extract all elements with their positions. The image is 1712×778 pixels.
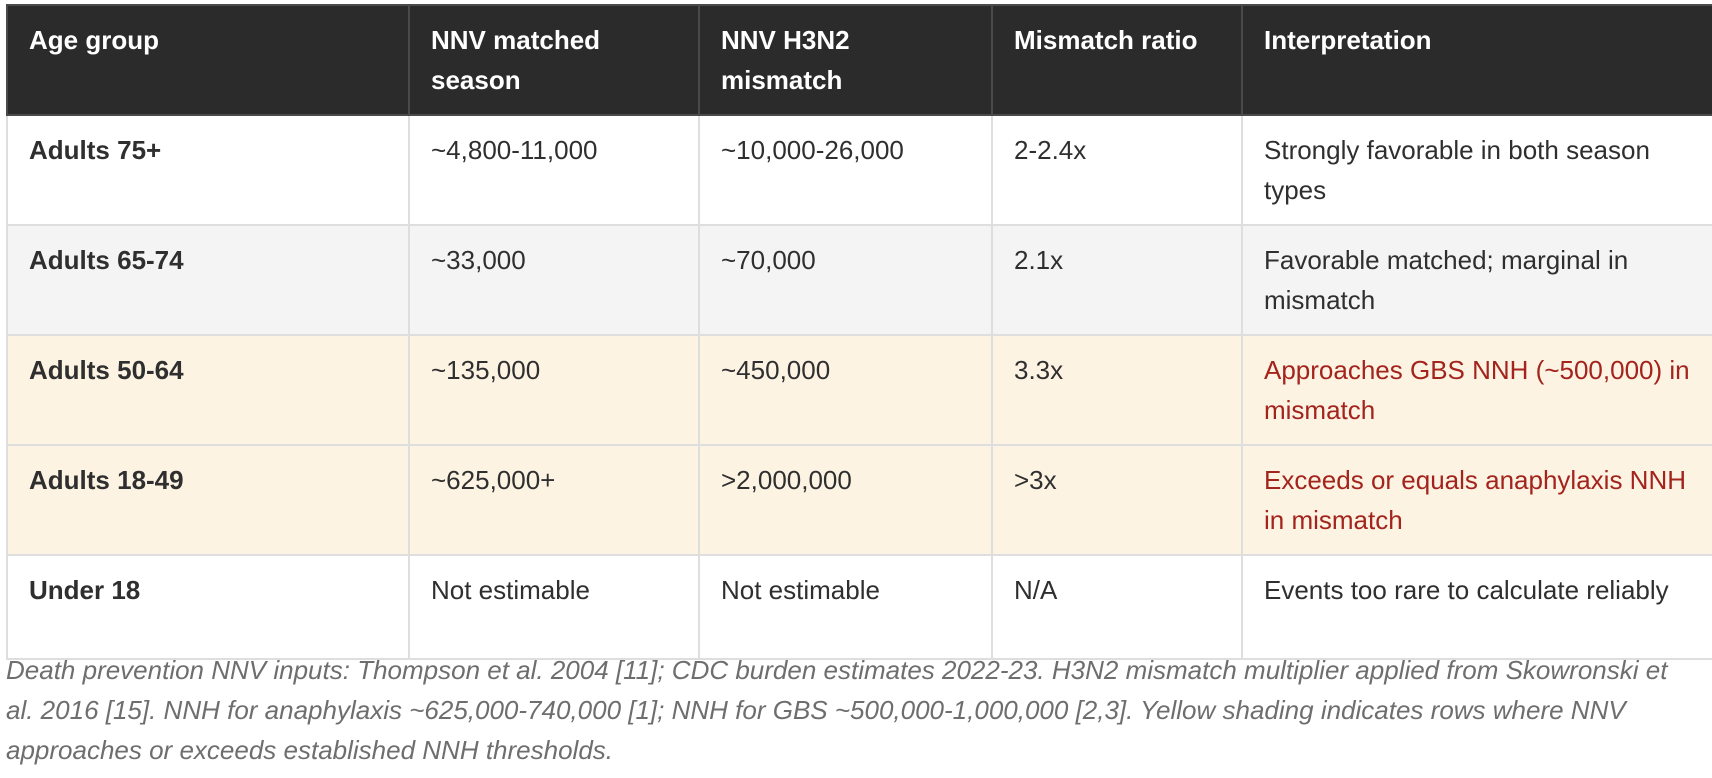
cell-age-group: Adults 65-74 bbox=[6, 224, 410, 336]
cell-nnv-mismatch: >2,000,000 bbox=[698, 444, 993, 556]
cell-age-group: Adults 75+ bbox=[6, 114, 410, 226]
cell-mismatch-ratio: 2-2.4x bbox=[991, 114, 1243, 226]
cell-mismatch-ratio: >3x bbox=[991, 444, 1243, 556]
cell-nnv-mismatch: Not estimable bbox=[698, 554, 993, 660]
table-body: Adults 75+ ~4,800-11,000 ~10,000-26,000 … bbox=[6, 114, 1712, 660]
cell-mismatch-ratio: N/A bbox=[991, 554, 1243, 660]
header-nnv-matched: NNV matched season bbox=[408, 4, 700, 116]
table-row: Under 18 Not estimable Not estimable N/A… bbox=[6, 554, 1712, 660]
cell-age-group: Adults 50-64 bbox=[6, 334, 410, 446]
cell-interpretation: Events too rare to calculate reliably bbox=[1241, 554, 1712, 660]
cell-interpretation-warning: Exceeds or equals anaphylaxis NNH in mis… bbox=[1241, 444, 1712, 556]
table-row: Adults 75+ ~4,800-11,000 ~10,000-26,000 … bbox=[6, 114, 1712, 226]
cell-interpretation-warning: Approaches GBS NNH (~500,000) in mismatc… bbox=[1241, 334, 1712, 446]
header-nnv-mismatch: NNV H3N2 mismatch bbox=[698, 4, 993, 116]
table-footnote: Death prevention NNV inputs: Thompson et… bbox=[6, 655, 1668, 765]
cell-mismatch-ratio: 2.1x bbox=[991, 224, 1243, 336]
header-mismatch-ratio: Mismatch ratio bbox=[991, 4, 1243, 116]
table-row: Adults 50-64 ~135,000 ~450,000 3.3x Appr… bbox=[6, 334, 1712, 446]
cell-interpretation: Favorable matched; marginal in mismatch bbox=[1241, 224, 1712, 336]
cell-nnv-mismatch: ~10,000-26,000 bbox=[698, 114, 993, 226]
table-row: Adults 65-74 ~33,000 ~70,000 2.1x Favora… bbox=[6, 224, 1712, 336]
cell-nnv-mismatch: ~450,000 bbox=[698, 334, 993, 446]
cell-interpretation: Strongly favorable in both season types bbox=[1241, 114, 1712, 226]
header-age-group: Age group bbox=[6, 4, 410, 116]
cell-mismatch-ratio: 3.3x bbox=[991, 334, 1243, 446]
header-interpretation: Interpretation bbox=[1241, 4, 1712, 116]
cell-nnv-matched: ~4,800-11,000 bbox=[408, 114, 700, 226]
cell-nnv-mismatch: ~70,000 bbox=[698, 224, 993, 336]
cell-nnv-matched: ~625,000+ bbox=[408, 444, 700, 556]
table-header: Age group NNV matched season NNV H3N2 mi… bbox=[6, 4, 1712, 116]
cell-nnv-matched: Not estimable bbox=[408, 554, 700, 660]
table-row: Adults 18-49 ~625,000+ >2,000,000 >3x Ex… bbox=[6, 444, 1712, 556]
nnv-table: Age group NNV matched season NNV H3N2 mi… bbox=[6, 4, 1712, 660]
cell-nnv-matched: ~135,000 bbox=[408, 334, 700, 446]
cell-age-group: Under 18 bbox=[6, 554, 410, 660]
cell-age-group: Adults 18-49 bbox=[6, 444, 410, 556]
header-row: Age group NNV matched season NNV H3N2 mi… bbox=[6, 4, 1712, 116]
cell-nnv-matched: ~33,000 bbox=[408, 224, 700, 336]
